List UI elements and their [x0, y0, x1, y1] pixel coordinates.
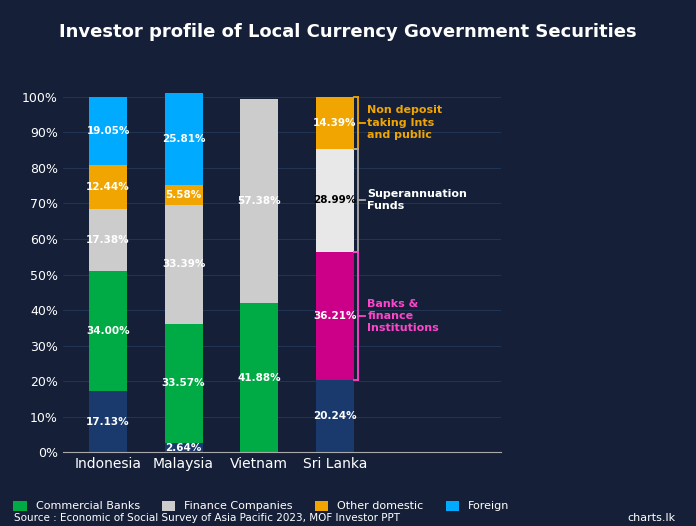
Bar [316, 380, 354, 452]
Text: Non deposit
taking Ints
and public: Non deposit taking Ints and public [367, 105, 443, 140]
Bar [89, 270, 127, 391]
Bar [165, 323, 203, 443]
Text: 57.38%: 57.38% [237, 196, 281, 207]
Text: Banks &
finance
Institutions: Banks & finance Institutions [367, 299, 439, 333]
Text: Source : Economic of Social Survey of Asia Pacific 2023, MOF Investor PPT: Source : Economic of Social Survey of As… [14, 513, 400, 523]
Text: 28.99%: 28.99% [313, 195, 356, 205]
Bar [165, 185, 203, 205]
Text: 17.13%: 17.13% [86, 417, 130, 427]
Text: 17.38%: 17.38% [86, 235, 130, 245]
Bar [240, 99, 278, 304]
Bar [89, 391, 127, 452]
Text: 33.39%: 33.39% [162, 259, 205, 269]
Bar [316, 97, 354, 148]
Bar [240, 304, 278, 452]
Text: 25.81%: 25.81% [162, 134, 205, 144]
Text: 20.24%: 20.24% [313, 411, 356, 421]
Text: Investor profile of Local Currency Government Securities: Investor profile of Local Currency Gover… [59, 23, 637, 41]
Text: charts.lk: charts.lk [627, 513, 675, 523]
Legend: Central Bank, Commercial Banks, Finance Companies, Other domestic, Foreign: Central Bank, Commercial Banks, Finance … [0, 496, 514, 516]
Text: 12.44%: 12.44% [86, 181, 130, 191]
Text: 5.58%: 5.58% [166, 190, 202, 200]
Text: 36.21%: 36.21% [313, 311, 356, 321]
Bar [165, 443, 203, 452]
Text: 14.39%: 14.39% [313, 118, 356, 128]
Text: 33.57%: 33.57% [161, 378, 205, 388]
Text: Superannuation
Funds: Superannuation Funds [367, 189, 467, 211]
Bar [316, 251, 354, 380]
Text: 34.00%: 34.00% [86, 326, 130, 336]
Bar [89, 165, 127, 209]
Text: 41.88%: 41.88% [237, 373, 281, 383]
Bar [89, 209, 127, 270]
Text: 2.64%: 2.64% [166, 443, 202, 453]
Bar [165, 205, 203, 323]
Bar [89, 97, 127, 165]
Text: 19.05%: 19.05% [86, 126, 129, 136]
Bar [165, 93, 203, 185]
Bar [316, 148, 354, 251]
